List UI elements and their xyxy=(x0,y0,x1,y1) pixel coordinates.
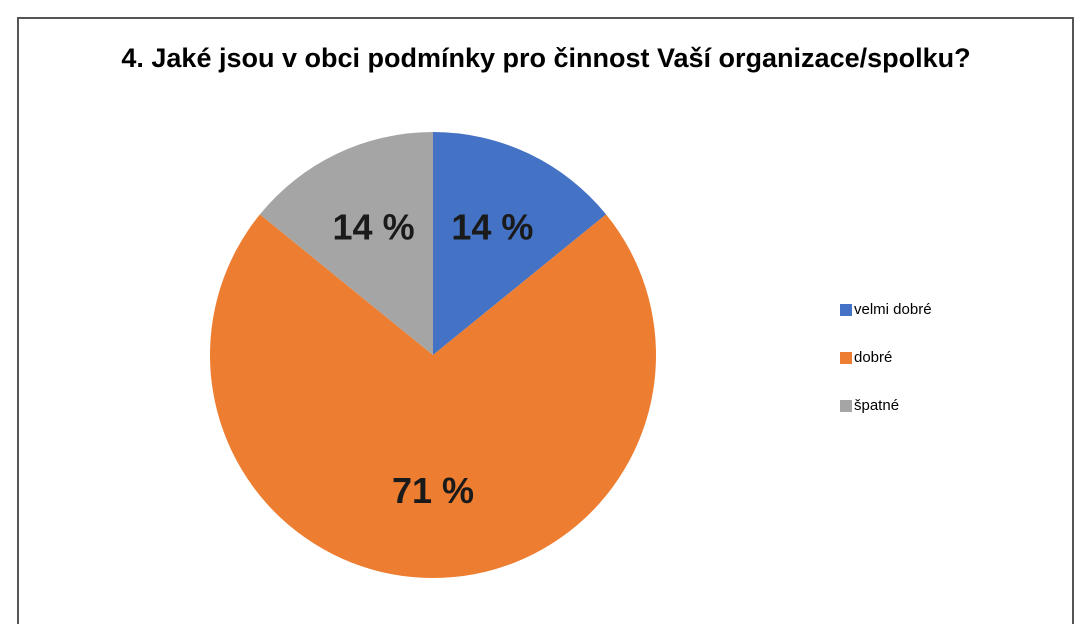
data-label: 71 % xyxy=(392,470,474,511)
legend-swatch xyxy=(840,400,852,412)
legend-label: špatné xyxy=(854,397,899,414)
pie-slice xyxy=(210,214,656,578)
legend-swatch xyxy=(840,304,852,316)
legend-swatch xyxy=(840,352,852,364)
legend-label: dobré xyxy=(854,349,892,366)
pie-slice xyxy=(433,132,607,355)
data-label: 14 % xyxy=(451,207,533,248)
chart-title: 4. Jaké jsou v obci podmínky pro činnost… xyxy=(121,43,970,73)
chart-frame xyxy=(17,17,1074,624)
pie-slice xyxy=(259,132,433,355)
legend-label: velmi dobré xyxy=(854,301,932,318)
data-label: 14 % xyxy=(333,207,415,248)
